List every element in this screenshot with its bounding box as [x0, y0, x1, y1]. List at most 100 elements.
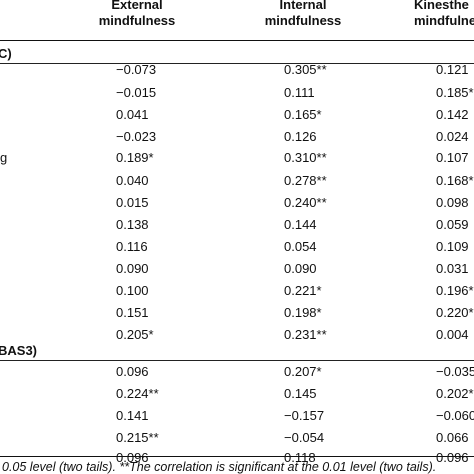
cell-value: 0.054 [284, 239, 317, 254]
header-col3-line1: Kinesthe [414, 0, 469, 12]
significance-marker: * [148, 327, 154, 342]
cell-value: 0.090 [284, 261, 317, 276]
significance-marker: * [468, 283, 474, 298]
footnote: 0.05 level (two tails). **The correlatio… [2, 460, 437, 474]
table-cell: 0.098 [436, 195, 472, 211]
significance-marker: * [148, 150, 154, 165]
table-cell: 0.109 [436, 239, 472, 255]
cell-value: 0.100 [116, 283, 149, 298]
cell-value: 0.118 [284, 450, 316, 465]
cell-value: 0.185 [436, 85, 469, 100]
significance-marker: ** [316, 173, 327, 188]
significance-marker: ** [316, 150, 327, 165]
cell-value: 0.144 [284, 217, 317, 232]
table-cell: 0.090 [284, 261, 320, 277]
significance-marker: ** [316, 327, 327, 342]
table-cell: 0.054 [284, 239, 320, 255]
cell-value: 0.096 [436, 450, 469, 465]
cell-value: 0.096 [116, 450, 149, 465]
cell-value: −0.073 [116, 62, 157, 77]
significance-marker: * [468, 173, 474, 188]
cell-value: −0.023 [116, 129, 157, 144]
cell-value: 0.096 [116, 364, 149, 379]
section-rule-1 [0, 63, 474, 64]
cell-value: 0.207 [284, 364, 317, 379]
header-col1-line1: External [111, 0, 163, 12]
cell-value: 0.215 [116, 430, 149, 445]
significance-marker: ** [316, 62, 327, 77]
cell-value: 0.138 [116, 217, 149, 232]
table-cell: −0.073 [116, 62, 156, 78]
header-external-mindfulness: External mindfulness [82, 0, 192, 29]
table-cell: 0.096 [116, 364, 152, 380]
cell-value: 0.141 [116, 408, 149, 423]
table-cell: 0.138 [116, 217, 152, 233]
table-cell: 0.118 [284, 450, 320, 466]
cell-value: 0.305 [284, 62, 317, 77]
table-cell: 0.142 [436, 107, 472, 123]
cell-value: −0.157 [284, 408, 325, 423]
table-cell: 0.015 [116, 195, 152, 211]
table-cell: 0.126 [284, 129, 320, 145]
table-cell: 0.224** [116, 386, 159, 402]
significance-marker: * [468, 85, 474, 100]
section-label-2: BAS3) [0, 343, 38, 358]
cell-value: 0.109 [436, 239, 469, 254]
cell-value: −0.035 [436, 364, 474, 379]
table-cell: −0.060 [436, 408, 474, 424]
significance-marker: * [316, 283, 322, 298]
table-cell: 0.144 [284, 217, 320, 233]
table-cell: 0.205* [116, 327, 154, 343]
bottom-rule [0, 456, 474, 457]
table-cell: 0.116 [116, 239, 152, 255]
table-cell: 0.031 [436, 261, 472, 277]
table-cell: 0.310** [284, 150, 327, 166]
table-cell: 0.059 [436, 217, 472, 233]
cell-value: 0.198 [284, 305, 317, 320]
table-cell: 0.111 [284, 85, 320, 101]
cell-value: 0.142 [436, 107, 469, 122]
cell-value: 0.278 [284, 173, 317, 188]
table-cell: 0.221* [284, 283, 322, 299]
table-cell: 0.096 [436, 450, 472, 466]
header-rule [0, 40, 474, 41]
significance-marker: ** [316, 195, 327, 210]
cell-value: −0.060 [436, 408, 474, 423]
cell-value: −0.015 [116, 85, 157, 100]
significance-marker: * [468, 305, 474, 320]
table-cell: 0.004 [436, 327, 472, 343]
cell-value: 0.168 [436, 173, 469, 188]
cell-value: 0.221 [284, 283, 317, 298]
table-cell: 0.278** [284, 173, 327, 189]
cell-value: 0.031 [436, 261, 469, 276]
table-cell: 0.202* [436, 386, 474, 402]
significance-marker: ** [148, 386, 159, 401]
cell-value: 0.189 [116, 150, 149, 165]
table-cell: 0.141 [116, 408, 152, 424]
cell-value: 0.220 [436, 305, 469, 320]
cell-value: 0.066 [436, 430, 469, 445]
cell-value: 0.224 [116, 386, 149, 401]
table-cell: 0.096 [116, 450, 152, 466]
cell-value: 0.231 [284, 327, 317, 342]
table-cell: 0.185* [436, 85, 474, 101]
table-cell: 0.066 [436, 430, 472, 446]
table-cell: 0.151 [116, 305, 152, 321]
cell-value: −0.054 [284, 430, 325, 445]
cell-value: 0.116 [116, 239, 148, 254]
cell-value: 0.202 [436, 386, 469, 401]
table-cell: −0.035 [436, 364, 474, 380]
header-internal-mindfulness: Internal mindfulness [248, 0, 358, 29]
table-cell: 0.145 [284, 386, 320, 402]
significance-marker: * [316, 107, 322, 122]
cell-value: 0.098 [436, 195, 469, 210]
cell-value: 0.151 [116, 305, 149, 320]
significance-marker: * [316, 364, 322, 379]
cell-value: 0.041 [116, 107, 149, 122]
significance-marker: * [316, 305, 322, 320]
table-cell: 0.198* [284, 305, 322, 321]
significance-marker: ** [148, 430, 159, 445]
cell-value: 0.107 [436, 150, 469, 165]
cell-value: 0.024 [436, 129, 469, 144]
